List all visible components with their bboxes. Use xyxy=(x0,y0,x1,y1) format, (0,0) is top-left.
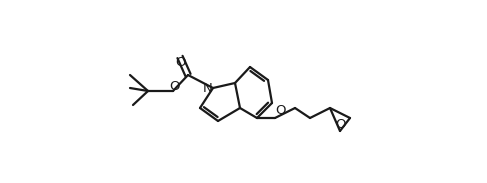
Text: O: O xyxy=(335,119,345,132)
Text: O: O xyxy=(275,104,285,117)
Text: O: O xyxy=(169,79,179,92)
Text: N: N xyxy=(203,81,213,94)
Text: O: O xyxy=(175,57,185,70)
